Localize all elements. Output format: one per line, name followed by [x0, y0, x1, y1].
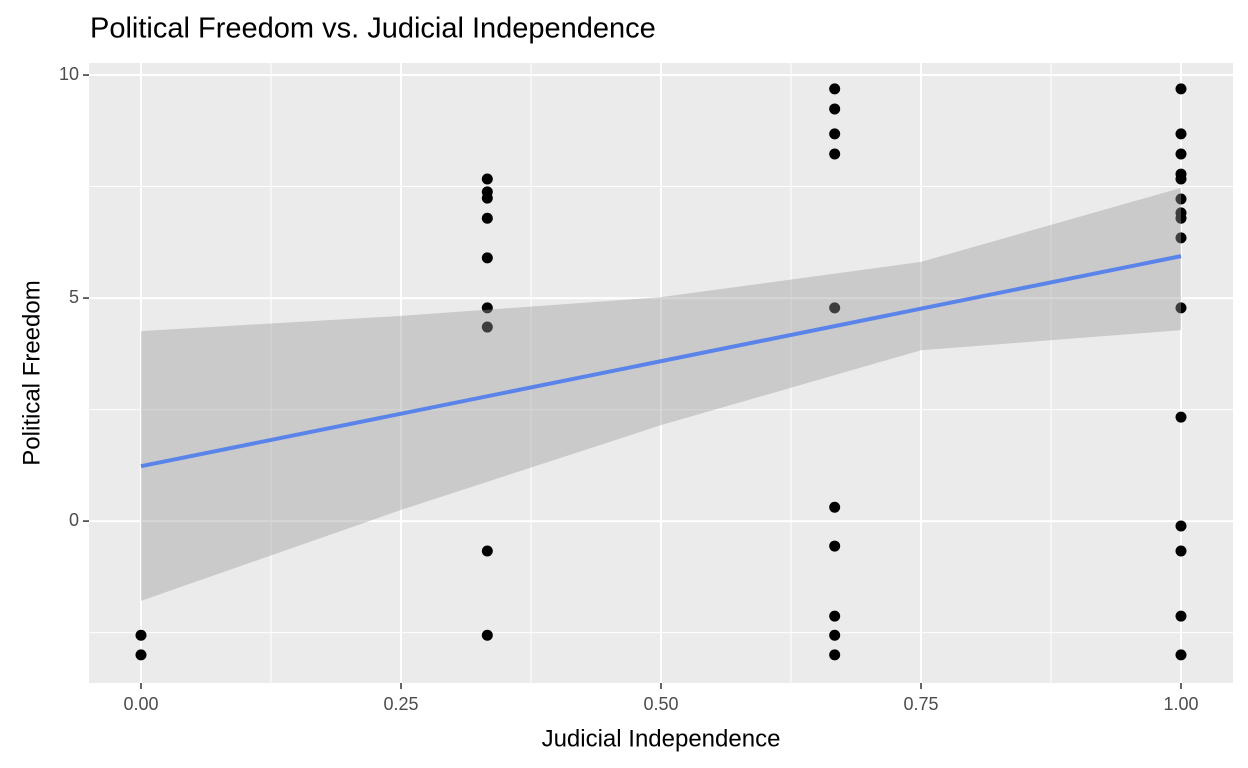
point: [135, 629, 147, 641]
point: [1175, 411, 1187, 423]
point: [1175, 520, 1187, 532]
point: [481, 252, 493, 264]
point: [481, 321, 493, 333]
point: [829, 302, 841, 314]
point: [481, 545, 493, 557]
point: [829, 540, 841, 552]
x-tick-label: 0.50: [643, 694, 678, 714]
point: [1175, 83, 1187, 95]
x-tick-label: 1.00: [1163, 694, 1198, 714]
x-tick-label: 0.00: [123, 694, 158, 714]
point: [1175, 148, 1187, 160]
y-tick-label: 5: [69, 287, 79, 307]
point: [1175, 128, 1187, 140]
y-axis-title: Political Freedom: [18, 280, 45, 465]
point: [481, 192, 493, 204]
y-tick-label: 10: [59, 64, 79, 84]
point: [1175, 302, 1187, 314]
point: [829, 103, 841, 115]
point: [481, 302, 493, 314]
point: [829, 128, 841, 140]
point: [135, 649, 147, 661]
point: [481, 212, 493, 224]
confidence-band: [141, 187, 1181, 601]
point: [481, 629, 493, 641]
point: [1175, 173, 1187, 185]
point: [829, 501, 841, 513]
point: [1175, 649, 1187, 661]
chart-title: Political Freedom vs. Judicial Independe…: [90, 13, 656, 45]
point: [829, 83, 841, 95]
point: [829, 629, 841, 641]
point: [829, 610, 841, 622]
point: [829, 148, 841, 160]
fit-line: [140, 254, 1182, 469]
x-axis-title: Judicial Independence: [542, 725, 781, 752]
point: [1175, 232, 1187, 244]
point: [1175, 193, 1187, 205]
x-tick-label: 0.25: [383, 694, 418, 714]
point: [1175, 545, 1187, 557]
x-tick-label: 0.75: [903, 694, 938, 714]
y-tick-label: 0: [69, 510, 79, 530]
point: [1175, 610, 1187, 622]
point: [1175, 212, 1187, 224]
point: [829, 649, 841, 661]
point: [481, 173, 493, 185]
